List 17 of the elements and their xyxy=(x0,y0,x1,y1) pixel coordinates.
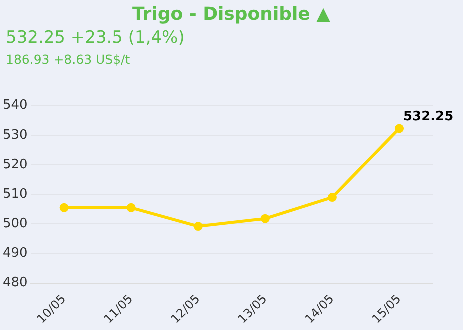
y-tick-label: 540 xyxy=(2,98,28,114)
point xyxy=(60,203,69,212)
chart-subtitle: 532.25 +23.5 (1,4%) xyxy=(6,28,185,48)
y-tick-label: 490 xyxy=(2,246,28,262)
y-tick-label: 520 xyxy=(2,157,28,172)
chart-title: Trigo - Disponible ▲ xyxy=(131,4,332,25)
point xyxy=(328,193,337,202)
y-tick-label: 480 xyxy=(2,276,28,291)
point xyxy=(260,214,270,224)
y-tick-label: 530 xyxy=(2,128,28,143)
point xyxy=(394,124,404,134)
point xyxy=(126,203,136,212)
text: 186.93 +8.63 US$/t xyxy=(6,52,130,67)
y-tick-label: 500 xyxy=(2,216,28,232)
point xyxy=(194,222,203,232)
data-label: 532.25 xyxy=(403,110,454,125)
y-tick-label: 510 xyxy=(2,186,28,202)
